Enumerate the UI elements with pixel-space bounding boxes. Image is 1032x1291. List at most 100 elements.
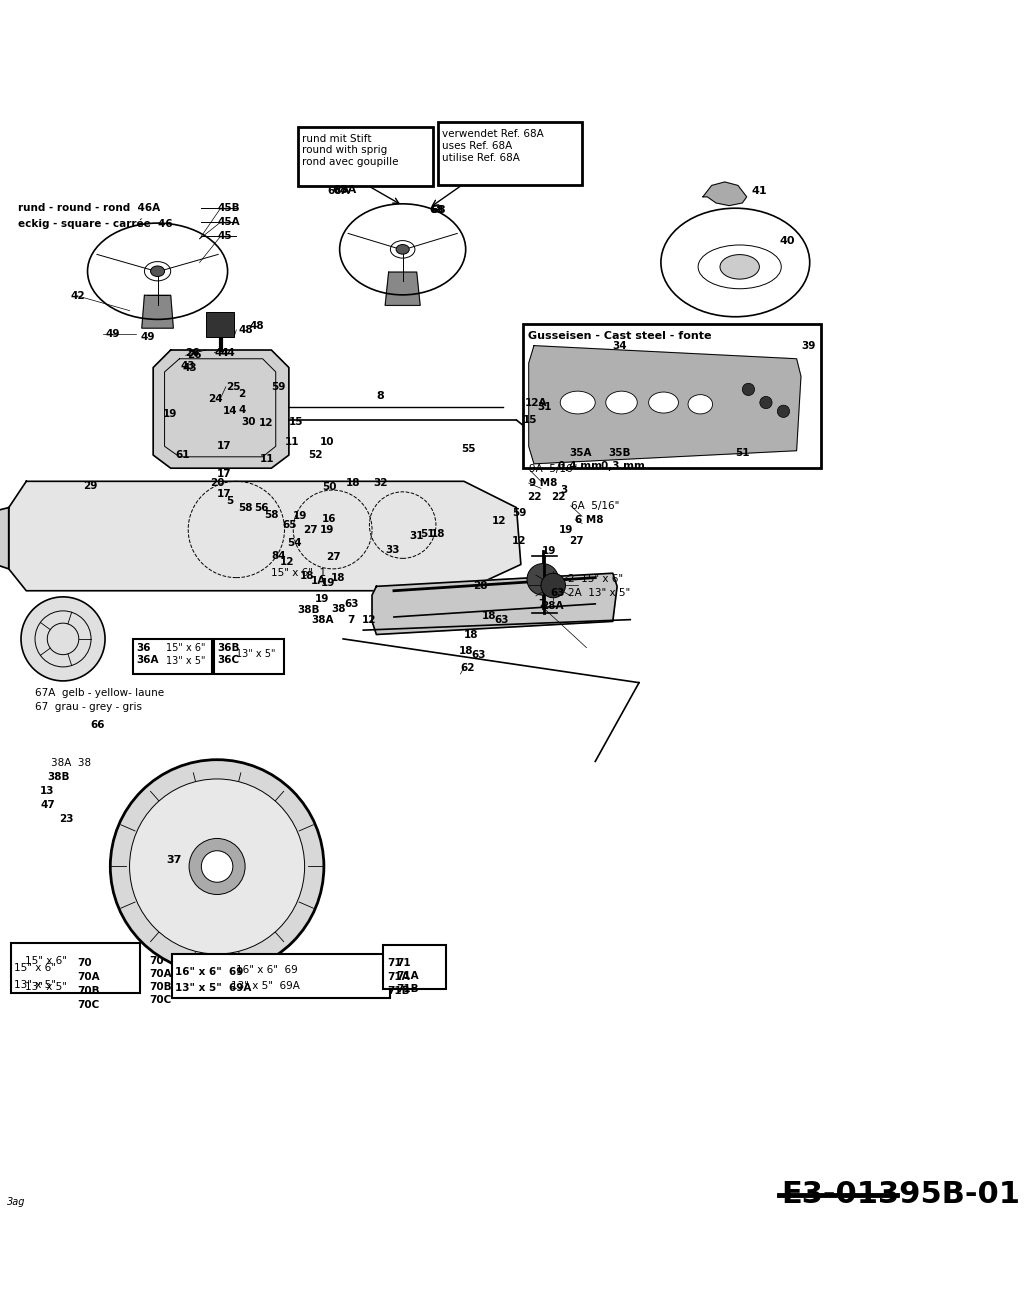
Text: 71: 71 xyxy=(396,958,411,968)
Text: 38: 38 xyxy=(331,604,346,615)
Text: 1A: 1A xyxy=(311,576,326,586)
Text: 4: 4 xyxy=(238,404,246,414)
Text: 2: 2 xyxy=(238,389,246,399)
Polygon shape xyxy=(528,346,801,463)
Text: 71A: 71A xyxy=(396,971,419,981)
Text: 7: 7 xyxy=(348,615,355,625)
Text: 28: 28 xyxy=(473,581,487,591)
Text: 12: 12 xyxy=(280,556,294,567)
Text: 63: 63 xyxy=(344,599,358,609)
Text: 6A  5/16": 6A 5/16" xyxy=(571,501,619,511)
Text: 55: 55 xyxy=(461,444,476,454)
Text: 68A: 68A xyxy=(332,185,357,195)
Text: E3-01395B-01: E3-01395B-01 xyxy=(781,1180,1020,1208)
Text: 25: 25 xyxy=(226,382,240,391)
Text: 35A: 35A xyxy=(569,448,591,458)
Text: 16: 16 xyxy=(322,514,336,524)
Text: 50: 50 xyxy=(322,483,336,492)
Text: verwendet Ref. 68A
uses Ref. 68A
utilise Ref. 68A: verwendet Ref. 68A uses Ref. 68A utilise… xyxy=(442,129,544,163)
Text: 45B: 45B xyxy=(217,203,239,213)
Ellipse shape xyxy=(720,254,760,279)
Text: 35B: 35B xyxy=(609,448,631,458)
Text: 18: 18 xyxy=(430,529,445,538)
Text: 68: 68 xyxy=(430,205,446,216)
Text: 5: 5 xyxy=(226,497,233,506)
Bar xyxy=(297,127,433,186)
Text: 14: 14 xyxy=(223,407,237,416)
Text: 47: 47 xyxy=(40,800,55,811)
Text: 19: 19 xyxy=(292,511,307,522)
Text: 63: 63 xyxy=(494,615,509,625)
Text: 19: 19 xyxy=(558,525,573,536)
Text: 22: 22 xyxy=(527,492,542,502)
Bar xyxy=(523,324,821,469)
Text: 51: 51 xyxy=(736,448,750,458)
Text: 18: 18 xyxy=(458,647,474,656)
Text: 17: 17 xyxy=(217,470,232,479)
Text: 45A: 45A xyxy=(217,217,239,227)
Text: 11: 11 xyxy=(260,454,275,465)
Text: 9 M8: 9 M8 xyxy=(528,478,557,488)
Text: 27: 27 xyxy=(569,536,584,546)
Text: 0,4 mm: 0,4 mm xyxy=(558,461,603,471)
Bar xyxy=(384,945,447,989)
Bar xyxy=(10,942,140,993)
Text: 28A: 28A xyxy=(541,600,563,611)
Text: 33: 33 xyxy=(385,545,399,555)
Text: 15" x 6": 15" x 6" xyxy=(25,957,66,966)
Text: 26: 26 xyxy=(186,347,200,358)
Text: 17: 17 xyxy=(217,489,232,500)
Text: 12: 12 xyxy=(361,615,376,625)
Text: 36
36A: 36 36A xyxy=(136,643,159,665)
Ellipse shape xyxy=(688,395,712,414)
Polygon shape xyxy=(385,272,420,306)
Text: 6 M8: 6 M8 xyxy=(575,515,604,525)
Text: 62: 62 xyxy=(460,662,475,673)
Polygon shape xyxy=(141,296,173,328)
Ellipse shape xyxy=(396,244,410,254)
Text: 18: 18 xyxy=(482,611,496,621)
Text: 40: 40 xyxy=(779,235,795,245)
Polygon shape xyxy=(372,573,617,634)
Text: Gusseisen - Cast steel - fonte: Gusseisen - Cast steel - fonte xyxy=(527,330,711,341)
Text: 63: 63 xyxy=(551,589,566,598)
Text: 70
70A
70B
70C: 70 70A 70B 70C xyxy=(77,958,100,1011)
Text: 43: 43 xyxy=(182,363,197,373)
Text: 16" x 6"  69: 16" x 6" 69 xyxy=(236,964,298,975)
Circle shape xyxy=(130,778,304,954)
Circle shape xyxy=(541,573,566,598)
Text: 48: 48 xyxy=(250,321,264,332)
Text: 15" x 6"  1: 15" x 6" 1 xyxy=(271,568,326,578)
Text: 13" x 5"  69A: 13" x 5" 69A xyxy=(231,981,300,990)
Text: 68A: 68A xyxy=(327,186,350,196)
Text: 61: 61 xyxy=(175,451,190,460)
Circle shape xyxy=(110,759,324,973)
Text: 12: 12 xyxy=(512,536,526,546)
Text: 20: 20 xyxy=(211,478,225,488)
Text: 24: 24 xyxy=(208,394,223,404)
Text: 32: 32 xyxy=(373,478,387,488)
Text: 12: 12 xyxy=(492,515,507,525)
Text: 70C: 70C xyxy=(149,995,171,1006)
Text: 51: 51 xyxy=(420,529,434,538)
Text: 71B: 71B xyxy=(396,984,419,994)
Text: 36B
36C: 36B 36C xyxy=(217,643,239,665)
Text: 38A  38: 38A 38 xyxy=(51,758,91,768)
Text: 31: 31 xyxy=(538,402,552,412)
Text: 8: 8 xyxy=(377,391,384,400)
Text: 49: 49 xyxy=(140,332,155,342)
Polygon shape xyxy=(0,507,8,569)
Circle shape xyxy=(760,396,772,409)
Text: 9A  5/16": 9A 5/16" xyxy=(528,463,577,474)
Text: 13" x 5": 13" x 5" xyxy=(166,656,205,666)
Polygon shape xyxy=(8,482,521,591)
Circle shape xyxy=(201,851,233,882)
Circle shape xyxy=(777,405,789,417)
Text: 18: 18 xyxy=(331,573,346,582)
Text: 70A: 70A xyxy=(149,970,171,979)
Text: 39: 39 xyxy=(801,341,815,351)
Text: 54: 54 xyxy=(287,537,301,547)
Text: 19: 19 xyxy=(320,525,334,536)
Text: 44: 44 xyxy=(215,347,229,358)
Text: 15" x 6": 15" x 6" xyxy=(14,963,56,973)
